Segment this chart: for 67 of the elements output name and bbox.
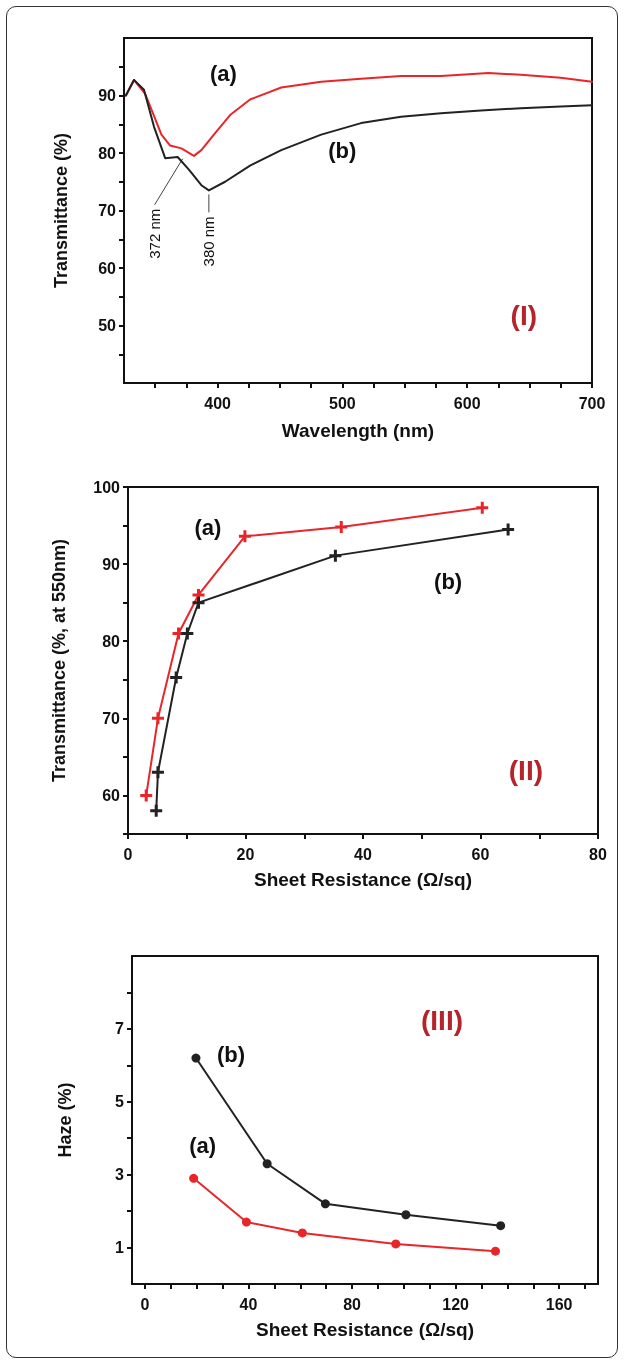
- point: [150, 710, 166, 726]
- point: [297, 1228, 307, 1238]
- x-tick-label: 40: [239, 1295, 258, 1313]
- point: [490, 1246, 500, 1256]
- series-label: (a): [194, 514, 222, 540]
- series-label: (b): [216, 1041, 245, 1067]
- x-axis-title: Wavelength (nm): [281, 420, 435, 441]
- annotation: 380 nm: [200, 216, 218, 267]
- point: [168, 669, 184, 685]
- y-tick-label: 90: [102, 555, 121, 573]
- point: [148, 803, 164, 819]
- x-tick-label: 60: [471, 845, 490, 863]
- x-axis-title: Sheet Resistance (Ω/sq): [254, 869, 472, 890]
- x-tick-label: 0: [140, 1295, 150, 1313]
- x-tick-label: 0: [123, 845, 133, 863]
- point: [327, 548, 343, 564]
- x-tick-label: 80: [343, 1295, 362, 1313]
- series-label: (a): [189, 1132, 217, 1158]
- point: [262, 1159, 272, 1169]
- y-axis-title: Haze (%): [55, 1082, 75, 1158]
- point: [241, 1217, 251, 1227]
- x-tick-label: 120: [442, 1295, 470, 1313]
- point: [191, 595, 206, 611]
- x-tick-label: 500: [329, 394, 356, 412]
- point: [191, 1053, 201, 1063]
- text: (I): [510, 299, 538, 331]
- y-tick-label: 80: [98, 144, 117, 162]
- point: [496, 1221, 506, 1231]
- point: [150, 764, 166, 780]
- y-tick-label: 60: [98, 259, 117, 277]
- y-tick-label: 3: [115, 1166, 125, 1184]
- x-tick-label: 160: [545, 1295, 573, 1313]
- series-label: (b): [434, 568, 463, 594]
- point: [391, 1239, 401, 1249]
- text: (III): [421, 1004, 464, 1036]
- y-tick-label: 7: [115, 1020, 125, 1038]
- y-tick-label: 90: [98, 87, 117, 104]
- x-tick-label: 400: [204, 394, 232, 412]
- y-tick-label: 80: [102, 632, 121, 650]
- y-tick-label: 50: [98, 317, 117, 334]
- x-tick-label: 600: [453, 394, 481, 412]
- point: [474, 500, 490, 516]
- point: [401, 1210, 411, 1220]
- point: [237, 528, 253, 544]
- point: [179, 626, 195, 642]
- y-tick-label: 70: [98, 202, 117, 219]
- y-axis-title: Transmittance (%): [51, 132, 71, 289]
- x-axis-title: Sheet Resistance (Ω/sq): [256, 1319, 474, 1340]
- y-tick-label: 70: [102, 709, 121, 727]
- text: (II): [508, 754, 544, 786]
- point: [500, 521, 516, 537]
- series-label: (b): [328, 138, 357, 164]
- point: [320, 1199, 330, 1209]
- point: [189, 1173, 199, 1183]
- y-tick-label: 1: [115, 1239, 125, 1257]
- x-tick-label: 80: [589, 845, 607, 863]
- annotation: 372 nm: [146, 208, 164, 259]
- point: [333, 519, 349, 535]
- y-axis-title: Transmittance (%, at 550nm): [49, 538, 69, 783]
- point: [138, 787, 154, 803]
- x-tick-label: 20: [236, 845, 255, 863]
- x-tick-label: 40: [354, 845, 372, 863]
- series-label: (a): [209, 60, 237, 86]
- y-tick-label: 60: [102, 786, 121, 804]
- x-tick-label: 700: [578, 394, 606, 412]
- y-tick-label: 5: [115, 1093, 125, 1111]
- y-tick-label: 100: [93, 478, 121, 496]
